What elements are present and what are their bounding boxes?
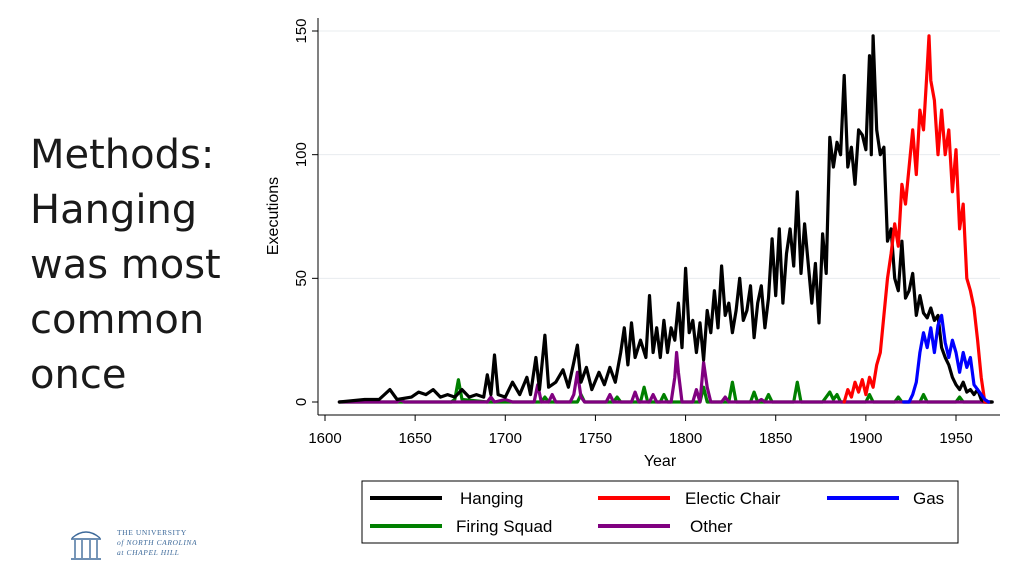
x-axis-label: Year [644, 453, 677, 470]
legend-label: Other [690, 517, 733, 536]
x-tick-label: 1850 [759, 430, 792, 447]
slide-title-line: Methods: [30, 132, 215, 178]
series-line-gas [902, 313, 991, 404]
y-axis-label: Executions [265, 177, 282, 255]
legend-label: Gas [913, 489, 944, 508]
slide-title-line: was most [30, 242, 221, 288]
x-tick-label: 1600 [308, 430, 341, 447]
logo-line: of NORTH CAROLINA [117, 538, 198, 547]
logo-line: THE UNIVERSITY [117, 528, 187, 537]
legend-label: Firing Squad [456, 517, 552, 536]
slide-title-line: once [30, 352, 127, 398]
x-tick-label: 1700 [489, 430, 522, 447]
university-logo: THE UNIVERSITY of NORTH CAROLINA at CHAP… [66, 524, 226, 564]
axes: 0 50 100 150 1600 1650 1700 1750 1800 1850 1900 195… [293, 18, 1000, 447]
series-lines [337, 34, 994, 404]
legend-box [361, 480, 959, 544]
series-line-firing-squad [337, 378, 994, 404]
slide-title-line: common [30, 297, 205, 343]
legend: Hanging Electic Chair Gas Firing Squad Other [361, 480, 959, 544]
series-line-other [337, 350, 994, 404]
x-tick-label: 1950 [939, 430, 972, 447]
slide-title: Methods: Hanging was most common once [30, 128, 245, 403]
x-tick-label: 1800 [669, 430, 702, 447]
slide-title-line: Hanging [30, 187, 198, 233]
legend-label: Hanging [460, 489, 523, 508]
x-tick-label: 1750 [579, 430, 612, 447]
series-line-hanging [337, 34, 994, 404]
old-well-icon [71, 531, 101, 560]
y-tick-label: 50 [293, 270, 310, 287]
x-tick-label: 1650 [398, 430, 431, 447]
x-tick-label: 1900 [849, 430, 882, 447]
logo-line: at CHAPEL HILL [117, 548, 180, 557]
series-line-electic-chair [842, 34, 991, 404]
legend-label: Electic Chair [685, 489, 781, 508]
logo-wordmark: THE UNIVERSITY of NORTH CAROLINA at CHAP… [117, 528, 197, 558]
y-tick-label: 0 [293, 398, 310, 406]
y-tick-label: 150 [293, 18, 310, 43]
y-tick-label: 100 [293, 142, 310, 167]
